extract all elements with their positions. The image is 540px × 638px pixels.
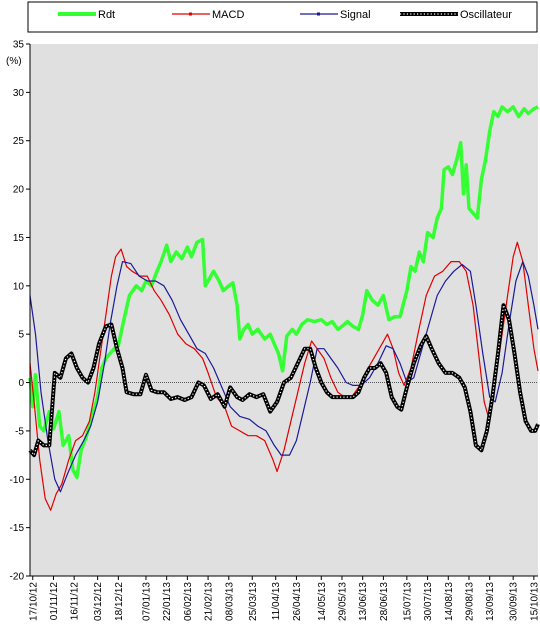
x-tick-label: 29/05/13 (337, 582, 348, 621)
x-tick-label: 13/09/13 (485, 582, 496, 621)
legend-label-rdt: Rdt (98, 9, 115, 21)
x-tick-label: 15/10/13 (529, 582, 540, 621)
x-tick-label: 06/02/13 (183, 582, 194, 621)
x-tick-label: 21/02/13 (204, 582, 215, 621)
x-tick-label: 01/11/12 (49, 582, 60, 621)
x-tick-label: 30/09/13 (509, 582, 520, 621)
legend-label-signal: Signal (340, 9, 371, 21)
x-tick-label: 13/06/13 (358, 582, 369, 621)
legend-label-oscillateur: Oscillateur (460, 9, 512, 21)
x-tick-label: 15/07/13 (402, 582, 413, 621)
series-layer (28, 105, 540, 511)
y-tick-label: -20 (10, 572, 25, 583)
x-tick-label: 22/01/13 (162, 582, 173, 621)
x-tick-label: 14/05/13 (317, 582, 328, 621)
y-tick-label: -10 (10, 475, 25, 486)
y-tick-label: 25 (13, 136, 25, 147)
y-tick-label: 10 (13, 281, 25, 292)
x-tick-label: 07/01/13 (141, 582, 152, 621)
series-line-oscillateur (28, 303, 540, 458)
x-tick-label: 18/12/12 (114, 582, 125, 621)
x-tick-label: 08/03/13 (224, 582, 235, 621)
y-tick-label: 15 (13, 233, 25, 244)
y-tick-label: 5 (18, 330, 24, 341)
legend-marker-macd (189, 12, 192, 16)
x-tick-label: 11/04/13 (271, 582, 282, 621)
y-tick-label: 0 (18, 378, 24, 389)
y-tick-label: -15 (10, 523, 25, 534)
y-tick-label: 35 (13, 40, 25, 51)
legend-marker-signal (317, 12, 320, 16)
series-line-signal (29, 261, 539, 493)
plot-area (30, 44, 538, 576)
legend-label-macd: MACD (212, 9, 244, 21)
x-tick-label: 29/08/13 (464, 582, 475, 621)
x-tick-label: 28/06/13 (379, 582, 390, 621)
x-tick-label: 25/03/13 (248, 582, 259, 621)
y-tick-label: 30 (13, 88, 25, 99)
x-tick-label: 14/08/13 (444, 582, 455, 621)
legend-box (27, 1, 538, 33)
series-line-macd (29, 241, 539, 511)
x-tick-label: 17/10/12 (28, 582, 39, 621)
legend: Rdt MACD Signal Oscillateur (58, 9, 512, 21)
series-line-rdt (28, 105, 539, 480)
x-tick-label: 16/11/12 (70, 582, 81, 621)
y-axis-label: (%) (6, 56, 22, 67)
x-tick-label: 03/12/12 (93, 582, 104, 621)
y-tick-label: 20 (13, 185, 25, 196)
y-tick-label: -5 (15, 426, 24, 437)
x-tick-label: 26/04/13 (292, 582, 303, 621)
x-tick-label: 30/07/13 (423, 582, 434, 621)
